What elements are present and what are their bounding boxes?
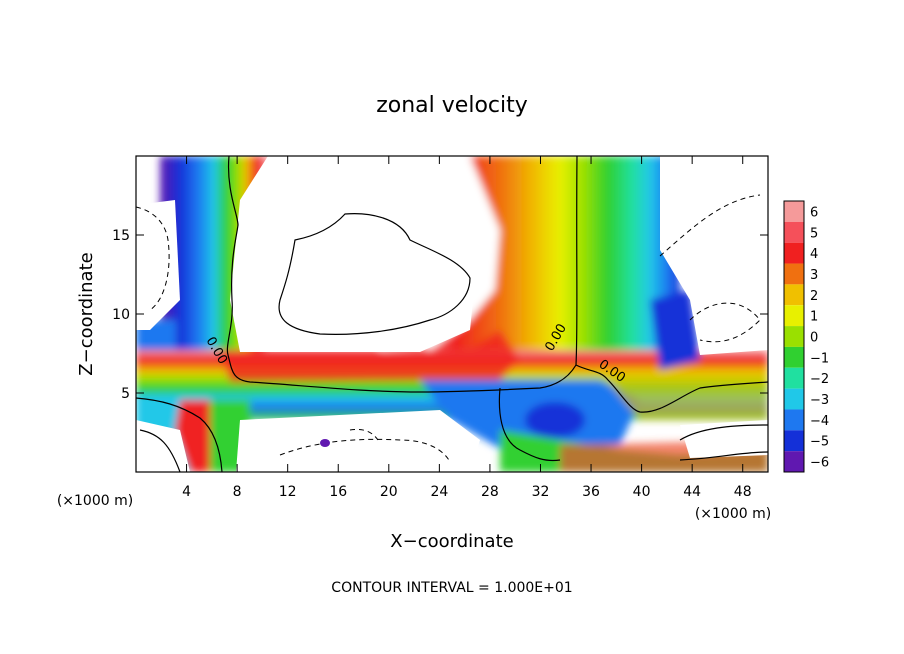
x-tick-label: 36 bbox=[582, 484, 600, 500]
colorbar-label: 5 bbox=[810, 226, 818, 241]
x-tick-label: 32 bbox=[532, 484, 550, 500]
colorbar-label: 2 bbox=[810, 289, 818, 304]
colorbar-label: 4 bbox=[810, 247, 818, 262]
x-tick-label: 44 bbox=[683, 484, 701, 500]
colorbar-swatch bbox=[784, 221, 804, 243]
x-unit-right: (×1000 m) bbox=[695, 506, 771, 522]
colorbar-label: −1 bbox=[810, 351, 829, 366]
colorbar-label: −3 bbox=[810, 393, 829, 408]
y-tick-label: 15 bbox=[112, 228, 130, 244]
colorbar-swatch bbox=[784, 430, 804, 452]
colorbar-swatch bbox=[784, 388, 804, 410]
colorbar-frame bbox=[783, 200, 805, 473]
colorbar-label: 6 bbox=[810, 205, 818, 220]
x-unit-left: (×1000 m) bbox=[57, 493, 133, 509]
x-axis-label: X−coordinate bbox=[390, 531, 513, 552]
colorbar: 6 5 4 3 2 1 0 −1 −2 −3 −4 −5 −6 bbox=[783, 200, 829, 473]
heatmap-field bbox=[136, 156, 768, 472]
y-tick-label: 5 bbox=[121, 386, 130, 402]
x-axis: 4 8 12 16 20 24 28 32 36 40 44 48 bbox=[182, 156, 752, 500]
colorbar-label: −5 bbox=[810, 435, 829, 450]
colorbar-swatch bbox=[784, 367, 804, 389]
x-tick-label: 12 bbox=[279, 484, 297, 500]
colorbar-label: 0 bbox=[810, 331, 818, 346]
y-axis-label: Z−coordinate bbox=[76, 252, 97, 375]
colorbar-swatch bbox=[784, 346, 804, 368]
x-tick-label: 20 bbox=[380, 484, 398, 500]
colorbar-swatch bbox=[784, 326, 804, 347]
x-tick-label: 48 bbox=[734, 484, 752, 500]
contour-interval-note: CONTOUR INTERVAL = 1.000E+01 bbox=[331, 580, 572, 596]
colorbar-label: −6 bbox=[810, 456, 829, 471]
x-tick-label: 40 bbox=[633, 484, 651, 500]
colorbar-swatch bbox=[784, 263, 804, 285]
colorbar-swatch bbox=[784, 409, 804, 431]
colorbar-swatch bbox=[784, 305, 804, 327]
colorbar-label: 1 bbox=[810, 310, 818, 325]
y-tick-label: 10 bbox=[112, 307, 130, 323]
colorbar-label: −4 bbox=[810, 414, 829, 429]
colorbar-swatch bbox=[784, 242, 804, 264]
colorbar-swatch bbox=[784, 201, 804, 222]
y-axis: 5 10 15 bbox=[112, 228, 768, 402]
x-tick-label: 16 bbox=[329, 484, 347, 500]
x-tick-label: 4 bbox=[182, 484, 191, 500]
x-tick-label: 24 bbox=[430, 484, 448, 500]
colorbar-swatch bbox=[784, 284, 804, 306]
x-tick-label: 8 bbox=[233, 484, 242, 500]
chart-title: zonal velocity bbox=[376, 93, 528, 118]
colorbar-label: 3 bbox=[810, 268, 818, 283]
x-tick-label: 28 bbox=[481, 484, 499, 500]
colorbar-swatch bbox=[784, 451, 804, 472]
colorbar-label: −2 bbox=[810, 372, 829, 387]
